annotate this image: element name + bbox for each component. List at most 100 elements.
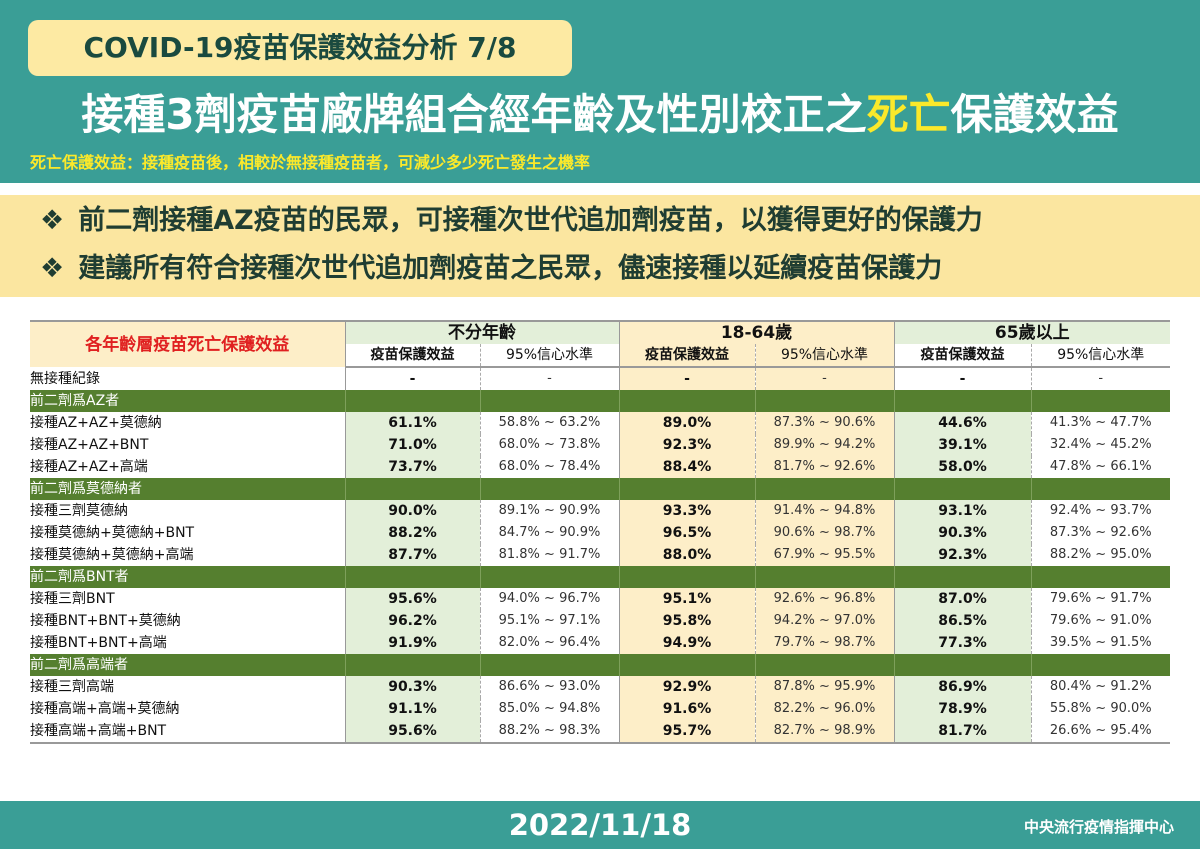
section-title: 前二劑爲高端者 xyxy=(30,654,345,676)
confidence-interval: 94.2% ~ 97.0% xyxy=(754,610,894,632)
section-spacer xyxy=(479,478,619,500)
section-header-row: 前二劑爲高端者 xyxy=(30,654,1171,676)
effectiveness-value: 90.3% xyxy=(893,522,1031,544)
confidence-interval: 84.7% ~ 90.9% xyxy=(479,522,619,544)
section-spacer xyxy=(344,478,480,500)
publish-date: 2022/11/18 xyxy=(508,808,692,842)
section-spacer xyxy=(893,566,1031,588)
effectiveness-value: 96.2% xyxy=(344,610,480,632)
effectiveness-value: 91.1% xyxy=(344,698,480,720)
footer-bar: 2022/11/18 中央流行疫情指揮中心 xyxy=(0,801,1200,849)
section-header-row: 前二劑爲BNT者 xyxy=(30,566,1171,588)
effectiveness-value: 89.0% xyxy=(618,412,755,434)
effectiveness-value: 71.0% xyxy=(344,434,480,456)
header-banner: COVID-19疫苗保護效益分析 7/8 接種3劑疫苗廠牌組合經年齡及性別校正之… xyxy=(0,0,1200,183)
table-row: 接種三劑高端 90.3% 86.6% ~ 93.0% 92.9% 87.8% ~ 95.… xyxy=(30,676,1171,698)
effectiveness-value: 44.6% xyxy=(893,412,1031,434)
confidence-interval: 41.3% ~ 47.7% xyxy=(1030,412,1171,434)
effectiveness-value: 90.0% xyxy=(344,500,480,522)
section-header-row: 前二劑爲莫德納者 xyxy=(30,478,1171,500)
page-title: 接種3劑疫苗廠牌組合經年齡及性別校正之死亡保護效益 xyxy=(0,86,1200,144)
row-label: 接種BNT+BNT+莫德納 xyxy=(30,610,345,632)
confidence-interval: 32.4% ~ 45.2% xyxy=(1030,434,1171,456)
table-row: 接種三劑BNT 95.6% 94.0% ~ 96.7% 95.1% 92.6% ~ 96… xyxy=(30,588,1171,610)
column-header: 95%信心水準 xyxy=(1030,344,1171,368)
effectiveness-value: 95.6% xyxy=(344,588,480,610)
row-label: 接種BNT+BNT+高端 xyxy=(30,632,345,654)
confidence-interval: 91.4% ~ 94.8% xyxy=(754,500,894,522)
effectiveness-value: 86.5% xyxy=(893,610,1031,632)
confidence-interval: - xyxy=(479,367,619,390)
effectiveness-value: 95.7% xyxy=(618,720,755,744)
row-label: 接種AZ+AZ+莫德納 xyxy=(30,412,345,434)
effectiveness-value: 95.1% xyxy=(618,588,755,610)
title-part-2: 保護效益 xyxy=(950,90,1119,139)
effectiveness-value: 93.1% xyxy=(893,500,1031,522)
diamond-cluster-icon: ❖ xyxy=(40,205,65,236)
column-header: 疫苗保護效益 xyxy=(344,344,480,368)
effectiveness-value: 87.7% xyxy=(344,544,480,566)
effectiveness-value: - xyxy=(344,367,480,390)
effectiveness-value: 93.3% xyxy=(618,500,755,522)
section-spacer xyxy=(344,566,480,588)
key-point-text: 前二劑接種AZ疫苗的民眾，可接種次世代追加劑疫苗，以獲得更好的保護力 xyxy=(78,205,983,236)
confidence-interval: - xyxy=(1030,367,1171,390)
row-label: 接種AZ+AZ+BNT xyxy=(30,434,345,456)
section-spacer xyxy=(479,654,619,676)
confidence-interval: 89.9% ~ 94.2% xyxy=(754,434,894,456)
row-label: 接種三劑高端 xyxy=(30,676,345,698)
section-title: 前二劑爲莫德納者 xyxy=(30,478,345,500)
confidence-interval: 67.9% ~ 95.5% xyxy=(754,544,894,566)
section-spacer xyxy=(754,566,894,588)
table-row: 接種高端+高端+莫德納 91.1% 85.0% ~ 94.8% 91.6% 82.2% … xyxy=(30,698,1171,720)
confidence-interval: 95.1% ~ 97.1% xyxy=(479,610,619,632)
confidence-interval: 80.4% ~ 91.2% xyxy=(1030,676,1171,698)
definition-note: 死亡保護效益：接種疫苗後，相較於無接種疫苗者，可減少多少死亡發生之機率 xyxy=(30,153,591,172)
diamond-cluster-icon: ❖ xyxy=(40,253,65,284)
effectiveness-value: - xyxy=(893,367,1031,390)
confidence-interval: 68.0% ~ 73.8% xyxy=(479,434,619,456)
confidence-interval: 85.0% ~ 94.8% xyxy=(479,698,619,720)
section-spacer xyxy=(1030,654,1171,676)
section-spacer xyxy=(754,654,894,676)
column-header: 疫苗保護效益 xyxy=(618,344,755,368)
section-title: 前二劑爲BNT者 xyxy=(30,566,345,588)
section-spacer xyxy=(1030,390,1171,412)
row-label: 接種三劑莫德納 xyxy=(30,500,345,522)
confidence-interval: 92.6% ~ 96.8% xyxy=(754,588,894,610)
confidence-interval: 86.6% ~ 93.0% xyxy=(479,676,619,698)
confidence-interval: 89.1% ~ 90.9% xyxy=(479,500,619,522)
section-spacer xyxy=(754,390,894,412)
table-corner-header: 各年齡層疫苗死亡保護效益 xyxy=(30,320,345,367)
title-part-1: 接種3劑疫苗廠牌組合經年齡及性別校正之 xyxy=(81,90,867,139)
section-spacer xyxy=(618,390,755,412)
effectiveness-value: 58.0% xyxy=(893,456,1031,478)
effectiveness-value: 77.3% xyxy=(893,632,1031,654)
effectiveness-value: 88.0% xyxy=(618,544,755,566)
effectiveness-value: 78.9% xyxy=(893,698,1031,720)
group-header: 不分年齡 xyxy=(344,320,619,344)
effectiveness-value: 92.3% xyxy=(893,544,1031,566)
confidence-interval: - xyxy=(754,367,894,390)
confidence-interval: 58.8% ~ 63.2% xyxy=(479,412,619,434)
confidence-interval: 79.6% ~ 91.0% xyxy=(1030,610,1171,632)
table-row: 接種三劑莫德納 90.0% 89.1% ~ 90.9% 93.3% 91.4% ~ 94… xyxy=(30,500,1171,522)
section-spacer xyxy=(618,566,755,588)
table-row: 接種BNT+BNT+高端 91.9% 82.0% ~ 96.4% 94.9% 79.7%… xyxy=(30,632,1171,654)
table-row: 接種AZ+AZ+BNT 71.0% 68.0% ~ 73.8% 92.3% 89.9% … xyxy=(30,434,1171,456)
section-spacer xyxy=(1030,478,1171,500)
group-header: 18-64歲 xyxy=(618,320,894,344)
table-row: 接種BNT+BNT+莫德納 96.2% 95.1% ~ 97.1% 95.8% 94.2… xyxy=(30,610,1171,632)
section-spacer xyxy=(1030,566,1171,588)
section-spacer xyxy=(754,478,894,500)
section-spacer xyxy=(479,566,619,588)
effectiveness-value: 39.1% xyxy=(893,434,1031,456)
row-label: 接種三劑BNT xyxy=(30,588,345,610)
section-spacer xyxy=(479,390,619,412)
confidence-interval: 81.8% ~ 91.7% xyxy=(479,544,619,566)
confidence-interval: 82.0% ~ 96.4% xyxy=(479,632,619,654)
section-spacer xyxy=(618,654,755,676)
confidence-interval: 87.8% ~ 95.9% xyxy=(754,676,894,698)
table-row: 接種莫德納+莫德納+高端 87.7% 81.8% ~ 91.7% 88.0% 67.9%… xyxy=(30,544,1171,566)
column-header: 95%信心水準 xyxy=(479,344,619,368)
